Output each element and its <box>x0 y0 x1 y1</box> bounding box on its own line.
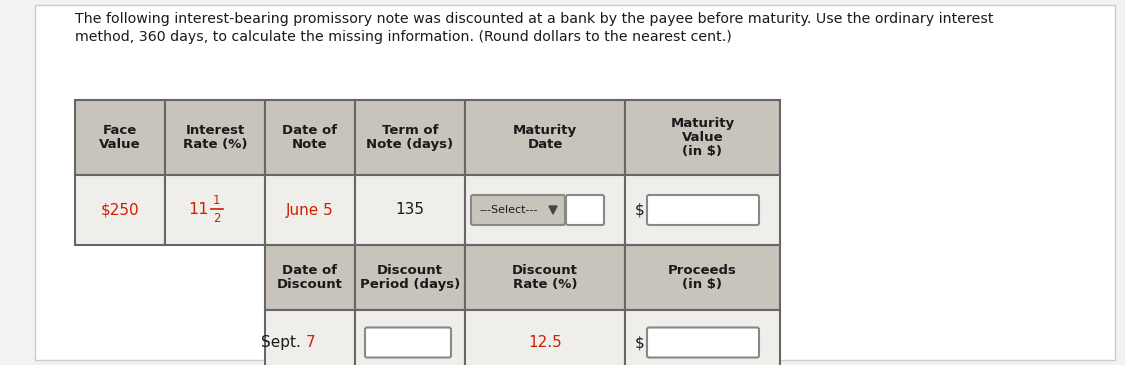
Bar <box>266 100 356 175</box>
Text: $: $ <box>634 203 645 218</box>
Text: 135: 135 <box>396 203 424 218</box>
Text: ---Select---: ---Select--- <box>479 205 538 215</box>
Bar <box>465 245 626 310</box>
Text: Proceeds: Proceeds <box>668 264 737 277</box>
Text: Discount: Discount <box>512 264 578 277</box>
Text: 2: 2 <box>213 211 220 224</box>
FancyBboxPatch shape <box>647 327 759 357</box>
Bar <box>356 310 465 365</box>
Text: Sept.: Sept. <box>261 335 306 350</box>
Text: Rate (%): Rate (%) <box>182 138 248 151</box>
Text: Date: Date <box>528 138 562 151</box>
Bar <box>626 175 780 245</box>
Text: Maturity: Maturity <box>513 124 577 137</box>
Bar <box>626 310 780 365</box>
Text: June 5: June 5 <box>286 203 334 218</box>
Bar <box>465 100 626 175</box>
Bar <box>356 175 465 245</box>
Text: Date of: Date of <box>282 264 338 277</box>
FancyBboxPatch shape <box>647 195 759 225</box>
FancyBboxPatch shape <box>566 195 604 225</box>
Text: Value: Value <box>682 131 723 144</box>
Text: Rate (%): Rate (%) <box>513 278 577 291</box>
Text: Maturity: Maturity <box>670 117 735 130</box>
Bar <box>75 100 165 175</box>
Text: Interest: Interest <box>186 124 244 137</box>
Text: Note: Note <box>292 138 327 151</box>
Bar <box>266 310 356 365</box>
Text: (in $): (in $) <box>683 145 722 158</box>
Text: The following interest-bearing promissory note was discounted at a bank by the p: The following interest-bearing promissor… <box>75 12 993 26</box>
Text: Discount: Discount <box>377 264 443 277</box>
Text: Period (days): Period (days) <box>360 278 460 291</box>
Bar <box>75 175 165 245</box>
Text: Value: Value <box>99 138 141 151</box>
Bar <box>266 175 356 245</box>
Text: Discount: Discount <box>277 278 343 291</box>
Bar <box>465 310 626 365</box>
Text: 1: 1 <box>213 195 220 207</box>
Text: 12.5: 12.5 <box>528 335 561 350</box>
Bar <box>356 245 465 310</box>
Bar <box>266 245 356 310</box>
Bar <box>165 175 266 245</box>
Text: method, 360 days, to calculate the missing information. (Round dollars to the ne: method, 360 days, to calculate the missi… <box>75 30 731 44</box>
Text: Face: Face <box>102 124 137 137</box>
Text: 7: 7 <box>306 335 316 350</box>
Text: $: $ <box>634 335 645 350</box>
Text: (in $): (in $) <box>683 278 722 291</box>
FancyBboxPatch shape <box>471 195 565 225</box>
Text: Term of: Term of <box>381 124 439 137</box>
Text: Date of: Date of <box>282 124 338 137</box>
FancyBboxPatch shape <box>364 327 451 357</box>
Text: $250: $250 <box>101 203 140 218</box>
Text: Note (days): Note (days) <box>367 138 453 151</box>
Bar <box>356 100 465 175</box>
Polygon shape <box>549 206 557 214</box>
Bar <box>165 100 266 175</box>
Bar <box>626 245 780 310</box>
Bar <box>465 175 626 245</box>
Bar <box>626 100 780 175</box>
Text: 11: 11 <box>189 201 209 216</box>
